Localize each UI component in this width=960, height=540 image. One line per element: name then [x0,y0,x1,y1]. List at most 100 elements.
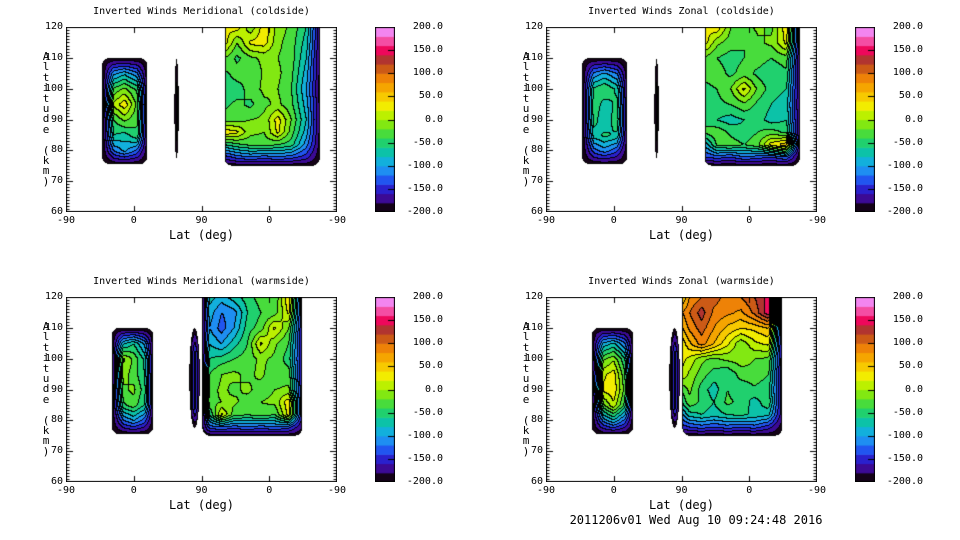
y-axis-label: A l t i t u d e ( k m ) [42,320,50,458]
colorbar-tick-label: 50.0 [418,360,443,372]
contour-plot-canvas [546,297,817,482]
colorbar-canvas [855,27,875,212]
y-tick-label: 110 [44,51,63,63]
colorbar-tick-label: -50.0 [412,136,443,148]
y-tick-label: 80 [50,414,63,426]
y-tick-label: 90 [530,113,543,125]
x-tick-label: 90 [195,215,208,226]
x-tick-label: -90 [56,215,76,226]
x-tick-label: 90 [195,485,208,496]
contour-plot-canvas [546,27,817,212]
colorbar-tick-label: -50.0 [412,406,443,418]
y-tick-label: 80 [530,414,543,426]
y-tick-label: 120 [44,291,63,302]
panel-title: Inverted Winds Meridional (warmside) [93,276,310,287]
y-tick-label: 80 [50,144,63,156]
colorbar-tick-label: -50.0 [892,136,923,148]
panel-title: Inverted Winds Meridional (coldside) [93,6,310,17]
colorbar-tick-label: -150.0 [886,452,923,464]
panel-title: Inverted Winds Zonal (warmside) [588,276,775,287]
colorbar-tick-label: -150.0 [406,452,443,464]
y-tick-label: 70 [530,175,543,187]
x-tick-label: 0 [130,215,137,226]
colorbar-canvas [855,297,875,482]
colorbar-tick-label: 0.0 [424,113,443,125]
y-tick-label: 90 [530,383,543,395]
colorbar-tick-label: 100.0 [412,337,443,349]
colorbar-tick-label: -100.0 [886,429,923,441]
y-tick-label: 100 [44,352,63,364]
y-tick-label: 120 [44,21,63,32]
colorbar-tick-label: -100.0 [406,429,443,441]
y-tick-label: 90 [50,383,63,395]
y-tick-label: 70 [50,445,63,457]
x-tick-label: -90 [327,485,347,496]
colorbar-tick-label: 0.0 [904,383,923,395]
colorbar-tick-label: -200.0 [886,476,923,487]
x-tick-label: -90 [807,215,827,226]
x-tick-label: -90 [536,215,556,226]
colorbar-tick-label: -50.0 [892,406,923,418]
colorbar-tick-label: 200.0 [412,291,443,302]
colorbar-tick-label: -150.0 [406,182,443,194]
footer-timestamp: 2011206v01 Wed Aug 10 09:24:48 2016 [569,513,823,527]
panel-zonal-warmside: Inverted Winds Zonal (warmside) A l t i t… [480,270,960,540]
contour-plot-canvas [66,297,337,482]
colorbar-tick-label: 100.0 [412,67,443,79]
y-axis-label: A l t i t u d e ( k m ) [522,320,530,458]
y-axis-label: A l t i t u d e ( k m ) [522,50,530,188]
colorbar-tick-label: -100.0 [406,159,443,171]
x-tick-label: -90 [807,485,827,496]
contour-plot-canvas [66,27,337,212]
x-tick-label: 0 [610,215,617,226]
x-tick-label: 0 [266,485,273,496]
x-tick-label: -90 [536,485,556,496]
x-axis-label: Lat (deg) [648,498,715,512]
y-tick-label: 70 [530,445,543,457]
y-tick-label: 100 [524,82,543,94]
x-tick-label: -90 [327,215,347,226]
colorbar-tick-label: 100.0 [892,67,923,79]
x-axis-label: Lat (deg) [648,228,715,242]
colorbar-tick-label: -100.0 [886,159,923,171]
y-tick-label: 70 [50,175,63,187]
colorbar-tick-label: 200.0 [412,21,443,32]
x-tick-label: 0 [266,215,273,226]
colorbar-tick-label: 50.0 [898,360,923,372]
colorbar-tick-label: -150.0 [886,182,923,194]
colorbar-tick-label: 150.0 [892,44,923,56]
colorbar-canvas [375,27,395,212]
x-tick-label: -90 [56,485,76,496]
y-tick-label: 60 [50,206,63,217]
y-tick-label: 110 [44,321,63,333]
y-tick-label: 60 [50,476,63,487]
y-tick-label: 90 [50,113,63,125]
colorbar-tick-label: 100.0 [892,337,923,349]
colorbar-tick-label: 200.0 [892,291,923,302]
colorbar-tick-label: 50.0 [898,90,923,102]
y-tick-label: 120 [524,21,543,32]
panel-zonal-coldside: Inverted Winds Zonal (coldside) A l t i t… [480,0,960,270]
colorbar-tick-label: -200.0 [406,206,443,217]
colorbar-tick-label: -200.0 [886,206,923,217]
y-tick-label: 80 [530,144,543,156]
x-axis-label: Lat (deg) [168,498,235,512]
y-tick-label: 60 [530,476,543,487]
y-tick-label: 100 [44,82,63,94]
x-tick-label: 90 [675,485,688,496]
x-axis-label: Lat (deg) [168,228,235,242]
colorbar-canvas [375,297,395,482]
y-axis-label: A l t i t u d e ( k m ) [42,50,50,188]
y-tick-label: 100 [524,352,543,364]
colorbar-tick-label: 50.0 [418,90,443,102]
colorbar-tick-label: 150.0 [892,314,923,326]
colorbar-tick-label: 150.0 [412,44,443,56]
y-tick-label: 110 [524,51,543,63]
x-tick-label: 0 [746,485,753,496]
colorbar-tick-label: 200.0 [892,21,923,32]
x-tick-label: 0 [610,485,617,496]
y-tick-label: 110 [524,321,543,333]
y-tick-label: 120 [524,291,543,302]
colorbar-tick-label: 150.0 [412,314,443,326]
